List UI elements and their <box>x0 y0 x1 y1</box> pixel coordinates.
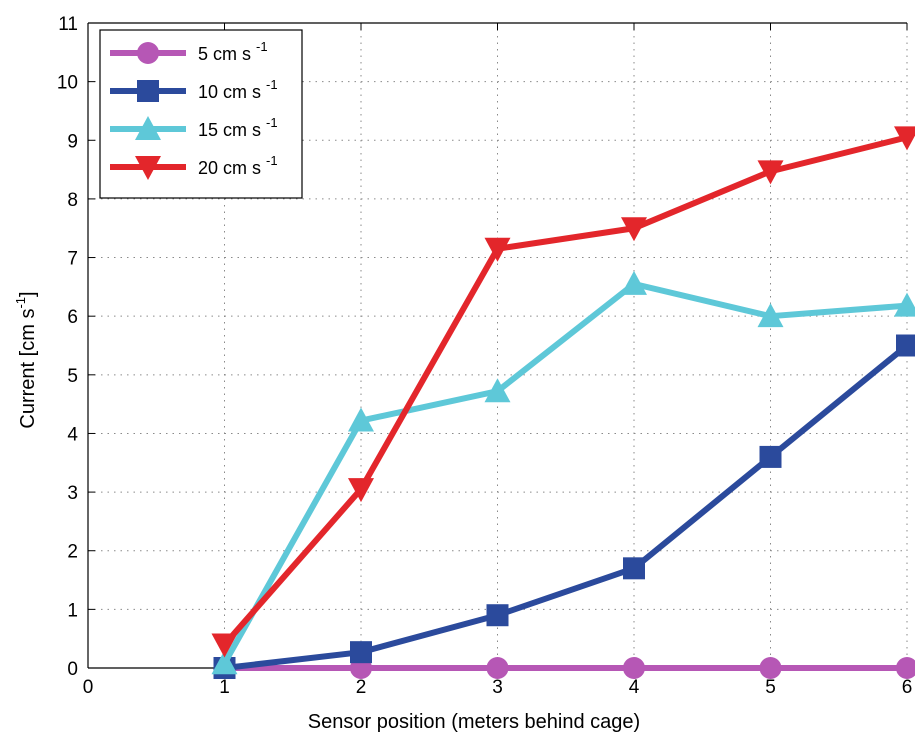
legend-box <box>99 29 303 199</box>
series-line <box>222 134 908 647</box>
y-axis-label-main: Current [cm s <box>17 309 39 429</box>
data-point <box>894 292 915 317</box>
data-point <box>757 160 784 185</box>
series-line <box>224 343 909 671</box>
y-tick-label: 7 <box>67 249 78 270</box>
data-point <box>486 657 509 679</box>
data-point <box>350 641 372 664</box>
legend-label-sup: -1 <box>266 115 278 130</box>
series-1 <box>213 657 915 679</box>
legend-label-sup: -1 <box>256 39 268 54</box>
legend-label-main: 15 cm s <box>198 120 266 140</box>
y-axis-label: Current [cm s-1] <box>13 291 39 428</box>
legend-entry: 10 cm s -1 <box>110 77 278 102</box>
y-tick-label: 0 <box>67 659 78 680</box>
data-point <box>211 650 238 675</box>
data-point <box>623 657 645 679</box>
series-group <box>211 126 915 679</box>
legend-marker <box>137 80 159 102</box>
tick-labels: 0 1 2 3 4 5 6 0 1 2 3 4 5 6 7 8 9 10 11 <box>57 14 912 698</box>
y-tick-label: 5 <box>67 366 78 387</box>
data-point <box>484 378 511 403</box>
data-point <box>894 126 915 151</box>
y-tick-label: 9 <box>67 131 78 152</box>
data-point <box>896 334 915 357</box>
legend-label-main: 10 cm s <box>198 82 266 102</box>
data-point <box>486 604 509 627</box>
data-point <box>211 633 238 658</box>
x-axis-label: Sensor position (meters behind cage) <box>308 711 640 732</box>
y-tick-label: 3 <box>67 483 78 504</box>
x-tick-label: 1 <box>219 677 230 698</box>
data-point <box>623 557 645 580</box>
y-tick-label: 8 <box>67 190 78 211</box>
x-tick-label: 4 <box>629 677 640 698</box>
data-point <box>621 217 647 242</box>
legend-label-sup: -1 <box>266 77 278 92</box>
series-4 <box>211 126 915 658</box>
legend-label: 15 cm s -1 <box>198 115 278 140</box>
data-point <box>621 270 647 295</box>
data-point <box>759 657 782 679</box>
legend-label-main: 20 cm s <box>198 158 266 178</box>
series-line <box>221 280 908 665</box>
y-tick-label: 11 <box>58 14 78 35</box>
data-point <box>484 237 511 262</box>
legend: 5 cm s -110 cm s -115 cm s -120 cm s -1 <box>99 29 303 199</box>
y-axis-label-close: ] <box>17 291 39 297</box>
legend-label-main: 5 cm s <box>198 44 256 64</box>
x-tick-label: 6 <box>902 677 913 698</box>
legend-entry: 15 cm s -1 <box>110 115 278 140</box>
data-point <box>759 445 782 468</box>
legend-entry: 20 cm s -1 <box>110 153 278 180</box>
legend-label: 5 cm s -1 <box>198 39 268 64</box>
series-2 <box>213 334 915 679</box>
legend-marker <box>137 42 159 64</box>
legend-marker <box>135 116 161 140</box>
data-point <box>757 303 784 328</box>
legend-marker <box>135 156 161 180</box>
y-tick-label: 10 <box>57 73 78 94</box>
legend-entry: 5 cm s -1 <box>110 39 268 64</box>
x-tick-label: 0 <box>83 677 94 698</box>
y-tick-label: 4 <box>67 424 78 445</box>
x-tick-label: 5 <box>765 677 776 698</box>
legend-label-sup: -1 <box>266 153 278 168</box>
y-axis-label-sup: -1 <box>13 297 28 309</box>
y-tick-label: 6 <box>67 307 78 328</box>
data-point <box>348 407 374 432</box>
legend-label: 20 cm s -1 <box>198 153 278 178</box>
data-point <box>896 657 915 679</box>
y-tick-label: 2 <box>67 542 78 563</box>
legend-label: 10 cm s -1 <box>198 77 278 102</box>
y-tick-label: 1 <box>67 600 78 621</box>
x-tick-label: 3 <box>492 677 503 698</box>
data-point <box>348 478 374 503</box>
x-tick-label: 2 <box>356 677 367 698</box>
series-3 <box>211 270 915 675</box>
